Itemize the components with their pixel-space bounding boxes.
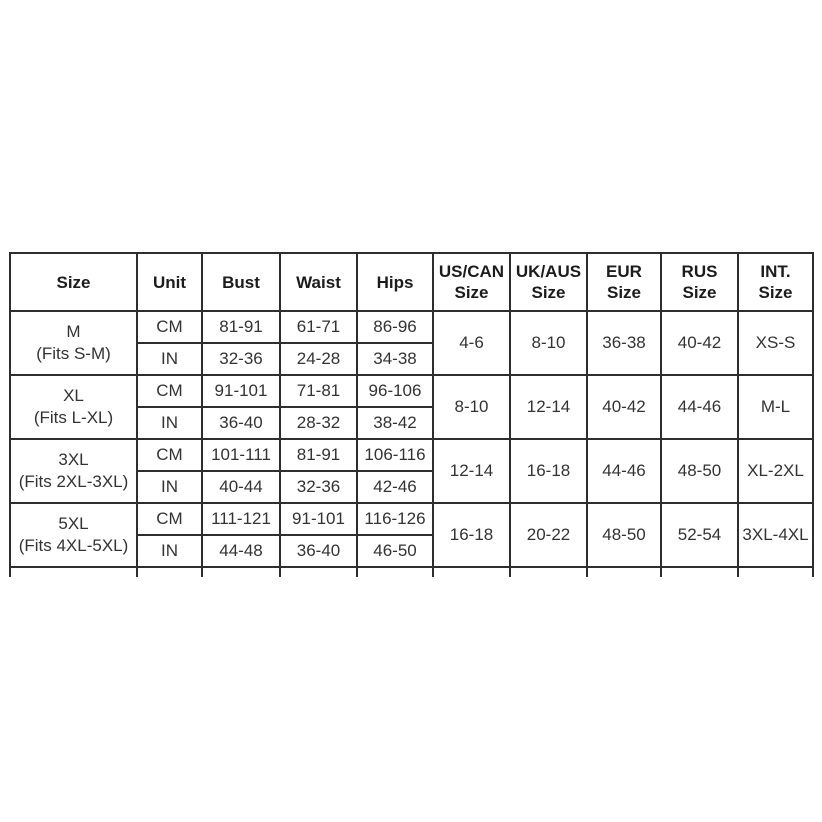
cropped-cell: [660, 566, 739, 577]
hips-cell: 96-106: [356, 374, 434, 408]
hips-cell: 86-96: [356, 310, 434, 344]
int-size-cell: 3XL-4XL: [737, 502, 814, 568]
unit-cell: IN: [136, 534, 203, 568]
waist-cell: 32-36: [279, 470, 358, 504]
size-cell: M (Fits S-M): [9, 310, 138, 376]
hips-cell: 38-42: [356, 406, 434, 440]
table-row: IN 44-48 36-40 46-50: [10, 534, 813, 568]
size-label: XL: [63, 386, 84, 405]
size-label: 3XL: [58, 450, 89, 469]
unit-cell: IN: [136, 342, 203, 376]
cropped-cell: [432, 566, 511, 577]
eur-size-cell: 44-46: [586, 438, 662, 504]
table-row: IN 40-44 32-36 42-46: [10, 470, 813, 504]
uk-aus-size-cell: 16-18: [509, 438, 588, 504]
waist-cell: 91-101: [279, 502, 358, 536]
table-row: M (Fits S-M) CM 81-91 61-71 86-96 4-6 8-…: [9, 310, 814, 376]
size-conversion-table: Size Unit Bust Waist Hips US/CAN Size UK…: [9, 252, 814, 577]
size-label: M: [66, 322, 81, 341]
cropped-cell: [279, 566, 358, 577]
cropped-cell: [9, 566, 138, 577]
table-row: XL (Fits L-XL) CM 91-101 71-81 96-106 8-…: [9, 374, 814, 440]
cropped-cell: [201, 566, 281, 577]
unit-cell: IN: [136, 406, 203, 440]
size-cell: XL (Fits L-XL): [9, 374, 138, 440]
size-chart-table: Size Unit Bust Waist Hips US/CAN Size UK…: [9, 252, 815, 577]
header-hips: Hips: [356, 252, 434, 312]
header-rus-size: RUS Size: [660, 252, 739, 312]
waist-cell: 28-32: [279, 406, 358, 440]
hips-cell: 106-116: [356, 438, 434, 472]
hips-cell: 34-38: [356, 342, 434, 376]
bust-cell: 44-48: [201, 534, 281, 568]
hips-cell: 42-46: [356, 470, 434, 504]
header-bust: Bust: [201, 252, 281, 312]
unit-cell: IN: [136, 470, 203, 504]
us-can-size-cell: 16-18: [432, 502, 511, 568]
uk-aus-size-cell: 20-22: [509, 502, 588, 568]
us-can-size-cell: 8-10: [432, 374, 511, 440]
cropped-cell: [356, 566, 434, 577]
waist-cell: 71-81: [279, 374, 358, 408]
bust-cell: 111-121: [201, 502, 281, 536]
eur-size-cell: 40-42: [586, 374, 662, 440]
size-fits-label: (Fits S-M): [36, 344, 111, 363]
bust-cell: 81-91: [201, 310, 281, 344]
header-eur-size: EUR Size: [586, 252, 662, 312]
table-row: IN 32-36 24-28 34-38: [10, 342, 813, 376]
rus-size-cell: 48-50: [660, 438, 739, 504]
bust-cell: 32-36: [201, 342, 281, 376]
bust-cell: 36-40: [201, 406, 281, 440]
bust-cell: 40-44: [201, 470, 281, 504]
size-fits-label: (Fits 4XL-5XL): [18, 536, 129, 555]
table-row: 5XL (Fits 4XL-5XL) CM 111-121 91-101 116…: [9, 502, 814, 568]
cropped-table-row: [9, 566, 814, 577]
header-uk-aus-size: UK/AUS Size: [509, 252, 588, 312]
header-unit: Unit: [136, 252, 203, 312]
header-us-can-size: US/CAN Size: [432, 252, 511, 312]
size-cell: 3XL (Fits 2XL-3XL): [9, 438, 138, 504]
hips-cell: 46-50: [356, 534, 434, 568]
cropped-cell: [737, 566, 814, 577]
eur-size-cell: 48-50: [586, 502, 662, 568]
unit-cell: CM: [136, 374, 203, 408]
table-row: IN 36-40 28-32 38-42: [10, 406, 813, 440]
uk-aus-size-cell: 12-14: [509, 374, 588, 440]
hips-cell: 116-126: [356, 502, 434, 536]
table-row: 3XL (Fits 2XL-3XL) CM 101-111 81-91 106-…: [9, 438, 814, 504]
unit-cell: CM: [136, 502, 203, 536]
rus-size-cell: 40-42: [660, 310, 739, 376]
us-can-size-cell: 12-14: [432, 438, 511, 504]
unit-cell: CM: [136, 310, 203, 344]
eur-size-cell: 36-38: [586, 310, 662, 376]
cropped-cell: [509, 566, 588, 577]
cropped-cell: [586, 566, 662, 577]
size-cell: 5XL (Fits 4XL-5XL): [9, 502, 138, 568]
waist-cell: 61-71: [279, 310, 358, 344]
header-waist: Waist: [279, 252, 358, 312]
header-row: Size Unit Bust Waist Hips US/CAN Size UK…: [9, 252, 814, 312]
size-label: 5XL: [58, 514, 89, 533]
header-int-size: INT. Size: [737, 252, 814, 312]
size-fits-label: (Fits L-XL): [33, 408, 114, 427]
header-size: Size: [9, 252, 138, 312]
uk-aus-size-cell: 8-10: [509, 310, 588, 376]
waist-cell: 81-91: [279, 438, 358, 472]
bust-cell: 101-111: [201, 438, 281, 472]
int-size-cell: XS-S: [737, 310, 814, 376]
us-can-size-cell: 4-6: [432, 310, 511, 376]
unit-cell: CM: [136, 438, 203, 472]
rus-size-cell: 44-46: [660, 374, 739, 440]
cropped-cell: [136, 566, 203, 577]
int-size-cell: M-L: [737, 374, 814, 440]
int-size-cell: XL-2XL: [737, 438, 814, 504]
size-fits-label: (Fits 2XL-3XL): [18, 472, 129, 491]
waist-cell: 36-40: [279, 534, 358, 568]
waist-cell: 24-28: [279, 342, 358, 376]
rus-size-cell: 52-54: [660, 502, 739, 568]
bust-cell: 91-101: [201, 374, 281, 408]
